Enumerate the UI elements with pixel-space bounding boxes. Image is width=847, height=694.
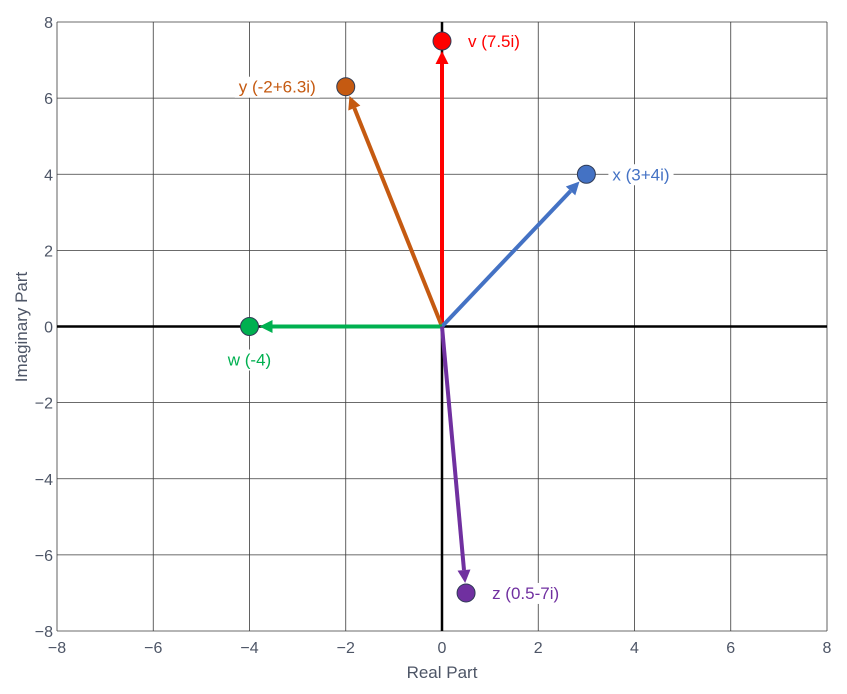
vector-point — [432, 31, 452, 51]
vector-point — [456, 583, 476, 603]
vector-arrowhead — [435, 51, 449, 65]
vector-label-background — [234, 76, 320, 98]
vector-label-background — [608, 164, 674, 186]
vector-label: z (0.5-7i) — [492, 584, 559, 603]
vector-arrowhead — [348, 95, 361, 111]
y-tick-label: 6 — [44, 91, 53, 108]
y-tick-label: 8 — [44, 15, 53, 32]
vector-label-background — [488, 582, 564, 604]
y-tick-label: 4 — [44, 167, 53, 184]
x-tick-label: 0 — [438, 640, 447, 657]
x-axis-title: Real Part — [407, 663, 478, 682]
vector-line — [440, 326, 466, 571]
x-tick-label: −8 — [48, 640, 66, 657]
vector-arrowhead — [259, 320, 273, 333]
vector-line — [352, 107, 444, 328]
vector-label: x (3+4i) — [612, 165, 669, 184]
x-tick-label: −6 — [144, 640, 162, 657]
y-axis-title: Imaginary Part — [12, 271, 31, 382]
vector-layer: v (7.5i) y (-2+6.3i) x (3+4i) w (-4) z (0.5-… — [222, 31, 674, 604]
y-tick-label: −8 — [35, 624, 53, 641]
tick-layer: −8 −6 −4 −2 0 2 4 6 8 −8 −6 −4 −2 0 2 4 6 8 — [35, 15, 832, 657]
y-tick-label: −6 — [35, 548, 53, 565]
x-tick-label: 8 — [823, 640, 832, 657]
vector-label: y (-2+6.3i) — [239, 78, 316, 97]
y-tick-label: −2 — [35, 396, 53, 413]
vector-label: w (-4) — [227, 351, 271, 370]
x-tick-label: 6 — [726, 640, 735, 657]
x-tick-label: −4 — [240, 640, 258, 657]
y-tick-label: 0 — [44, 320, 53, 337]
vector-label: v (7.5i) — [468, 32, 520, 51]
vector-point — [336, 77, 356, 97]
vector-arrowhead — [565, 181, 580, 196]
x-tick-label: 4 — [630, 640, 639, 657]
vector-point — [240, 317, 259, 336]
y-tick-label: −4 — [35, 472, 53, 489]
vector-arrowhead — [457, 569, 471, 583]
vector-label-background — [464, 31, 524, 53]
vector-line — [440, 189, 573, 328]
y-tick-label: 2 — [44, 243, 53, 260]
x-tick-label: 2 — [534, 640, 543, 657]
vector-point — [576, 164, 596, 184]
x-tick-label: −2 — [337, 640, 355, 657]
vector-label-background — [222, 349, 276, 371]
